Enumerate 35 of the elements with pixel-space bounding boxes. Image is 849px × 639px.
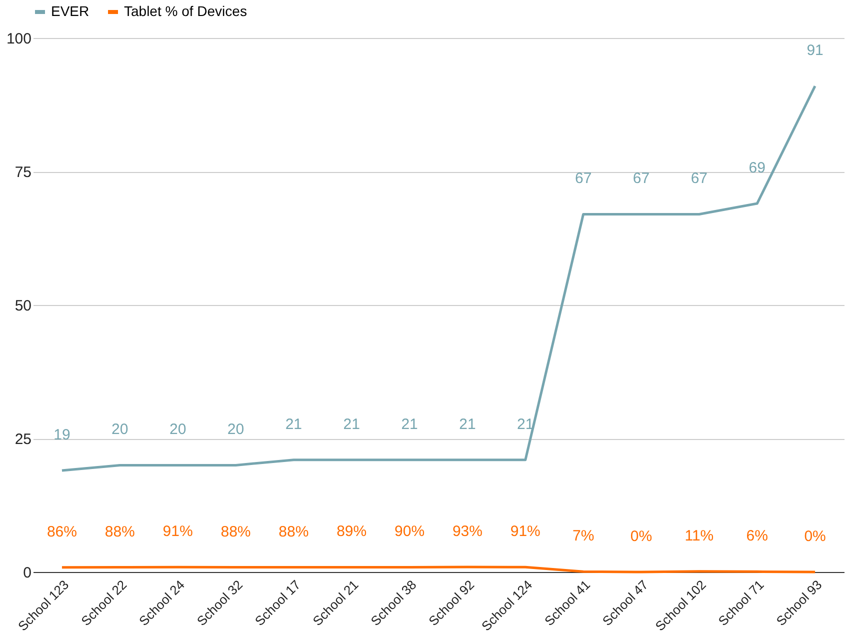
y-tick-label: 100 xyxy=(6,30,32,48)
legend-label: EVER xyxy=(51,3,90,19)
data-label: 21 xyxy=(459,416,476,433)
data-label: 86% xyxy=(46,523,77,540)
data-label: 69 xyxy=(748,160,766,177)
data-label: 90% xyxy=(394,523,425,540)
y-tick-label: 25 xyxy=(14,431,32,448)
data-label: 67 xyxy=(574,170,592,188)
data-label: 21 xyxy=(285,416,302,433)
data-label: 91% xyxy=(162,523,193,540)
data-label: 21 xyxy=(401,416,418,433)
data-label: 21 xyxy=(517,416,534,433)
legend-label: Tablet % of Devices xyxy=(124,3,247,19)
data-label: 67 xyxy=(690,170,708,188)
y-tick-label: 0 xyxy=(23,564,32,582)
y-tick-label: 75 xyxy=(14,164,32,181)
data-label: 93% xyxy=(452,523,482,540)
data-label: 11% xyxy=(684,527,714,544)
data-label: 89% xyxy=(336,523,367,540)
data-label: 20 xyxy=(227,421,244,438)
data-label: 91 xyxy=(806,42,824,60)
data-label: 19 xyxy=(54,426,70,444)
data-label: 20 xyxy=(169,421,186,438)
data-label: 7% xyxy=(572,528,594,545)
data-label: 0% xyxy=(804,528,826,545)
y-tick-label: 50 xyxy=(14,298,32,314)
data-label: 67 xyxy=(632,170,650,188)
data-label: 88% xyxy=(104,523,135,540)
data-label: 88% xyxy=(220,523,251,540)
data-label: 21 xyxy=(343,416,360,433)
data-label: 20 xyxy=(112,421,128,438)
data-label: 0% xyxy=(630,528,652,545)
data-label: 6% xyxy=(746,528,768,545)
data-label: 88% xyxy=(278,523,309,540)
data-label: 91% xyxy=(510,523,540,540)
